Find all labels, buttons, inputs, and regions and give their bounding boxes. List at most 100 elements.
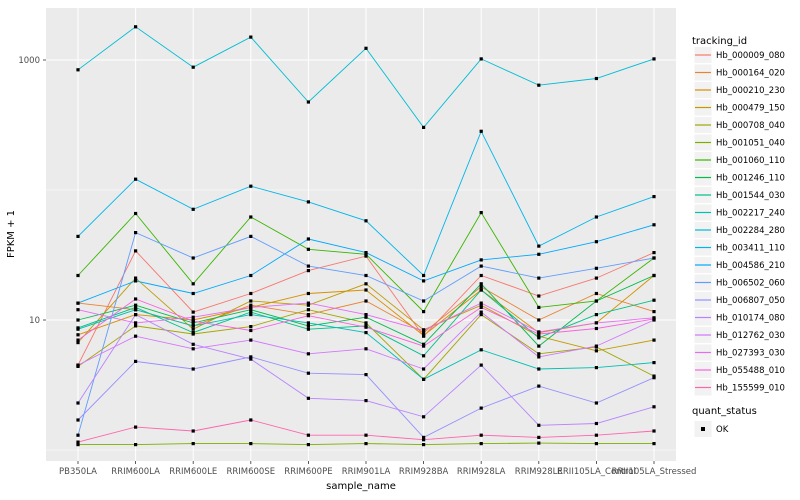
data-point	[191, 331, 195, 335]
legend-item-label: Hb_003411_110	[716, 244, 785, 254]
gridlines	[46, 8, 676, 461]
legend-item-label: Hb_000009_080	[716, 51, 785, 61]
data-point	[422, 377, 426, 381]
data-point	[479, 57, 483, 61]
data-point	[479, 211, 483, 215]
data-point	[364, 46, 368, 50]
legend-item-label: Hb_006502_060	[716, 279, 785, 289]
data-point	[479, 288, 483, 292]
data-point	[191, 324, 195, 328]
legend-item-label: Hb_012762_030	[716, 331, 785, 341]
data-point	[249, 328, 253, 333]
data-point	[306, 433, 310, 437]
data-point	[134, 308, 138, 312]
x-tick-label: RRIM928BA	[399, 467, 449, 477]
data-point	[594, 421, 598, 426]
data-point	[594, 291, 598, 296]
data-point	[76, 318, 80, 322]
x-tick-label: RRIM600LA	[111, 467, 160, 477]
data-point	[594, 401, 598, 405]
data-point	[76, 333, 80, 337]
data-point	[364, 442, 368, 446]
legend-item-label: Hb_000708_040	[716, 121, 785, 131]
data-point	[306, 301, 310, 305]
legend-item-label: Hb_002217_240	[716, 209, 785, 219]
data-point	[306, 237, 310, 241]
legend-item-label: Hb_027393_030	[716, 349, 785, 359]
data-point	[364, 288, 368, 292]
data-point	[191, 442, 195, 446]
legend-item-Hb_000708_040: Hb_000708_040	[694, 117, 785, 133]
data-point	[422, 354, 426, 358]
data-point	[306, 324, 310, 328]
data-point	[76, 433, 80, 437]
legend-item-label: Hb_010174_080	[716, 314, 785, 324]
axes: 1000 10 PB350LA RRIM600LA RRIM600LE RRIM600SE…	[18, 56, 696, 477]
legend-item-label: Hb_000479_150	[716, 104, 785, 114]
data-point	[422, 344, 426, 348]
data-point	[306, 321, 310, 325]
data-point	[479, 310, 483, 314]
data-point	[249, 418, 253, 422]
data-point	[249, 299, 253, 303]
data-point	[652, 317, 656, 321]
data-point	[134, 359, 138, 363]
data-point	[537, 435, 541, 439]
data-point	[191, 429, 195, 433]
data-point	[479, 285, 483, 289]
data-point	[422, 331, 426, 335]
data-point	[364, 433, 368, 437]
data-point	[594, 326, 598, 331]
data-point	[249, 313, 253, 317]
data-point	[537, 294, 541, 298]
data-point	[537, 252, 541, 256]
data-point	[76, 341, 80, 345]
x-tick-label: RRIM928LE	[515, 467, 563, 477]
data-point	[652, 376, 656, 380]
data-point	[594, 349, 598, 353]
data-point	[249, 338, 253, 342]
legend-item-label: Hb_004586_210	[716, 261, 785, 271]
data-point	[594, 215, 598, 219]
data-point	[422, 415, 426, 419]
data-point	[364, 315, 368, 319]
data-point	[134, 25, 138, 29]
data-point	[191, 342, 195, 346]
data-point	[537, 344, 541, 348]
legend-item-Hb_001544_030: Hb_001544_030	[694, 187, 785, 203]
data-point	[652, 442, 656, 446]
data-point	[537, 83, 541, 87]
data-point	[479, 442, 483, 446]
data-point	[76, 234, 80, 238]
data-point	[652, 310, 656, 314]
data-point	[479, 313, 483, 317]
data-point	[364, 347, 368, 351]
data-point	[134, 279, 138, 283]
data-point	[364, 251, 368, 255]
data-point	[191, 256, 195, 260]
legend-item-Hb_027393_030: Hb_027393_030	[694, 344, 785, 361]
data-point	[594, 442, 598, 446]
data-point	[479, 363, 483, 367]
data-point	[652, 298, 656, 302]
legend-item-Hb_002217_240: Hb_002217_240	[694, 204, 785, 221]
data-point	[422, 273, 426, 278]
data-point	[306, 314, 310, 318]
data-point	[306, 371, 310, 375]
data-point	[652, 405, 656, 409]
data-point	[191, 347, 195, 351]
data-point	[134, 443, 138, 447]
data-point	[306, 396, 310, 400]
data-point	[134, 231, 138, 235]
data-point	[306, 200, 310, 204]
data-point	[134, 334, 138, 338]
legend-item-label: Hb_155599_010	[716, 384, 785, 394]
data-point	[191, 65, 195, 69]
data-point	[306, 443, 310, 447]
data-point	[134, 303, 138, 307]
data-point	[594, 344, 598, 348]
data-point	[479, 305, 483, 309]
legend-item-Hb_000210_230: Hb_000210_230	[694, 82, 785, 98]
legend-item-label: OK	[716, 425, 729, 435]
data-point	[306, 352, 310, 356]
